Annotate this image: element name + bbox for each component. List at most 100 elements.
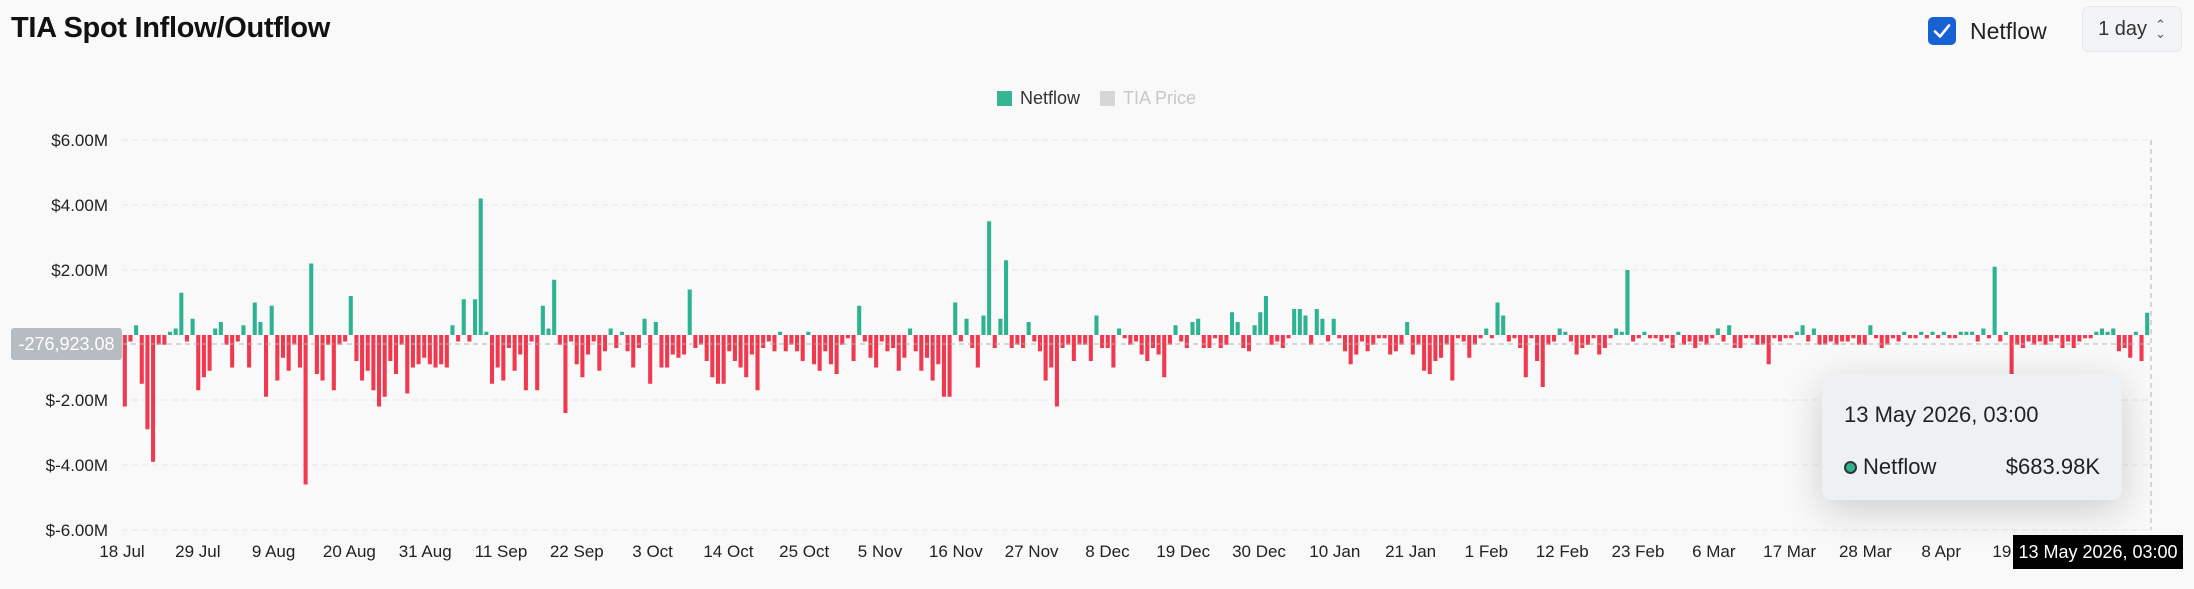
x-tick-label: 31 Aug bbox=[399, 542, 452, 561]
netflow-bar bbox=[698, 335, 704, 345]
netflow-bar bbox=[1472, 335, 1477, 345]
netflow-bar bbox=[297, 335, 302, 368]
netflow-bar bbox=[478, 198, 483, 335]
netflow-bar bbox=[1970, 331, 1975, 335]
netflow-bar bbox=[1823, 335, 1828, 345]
netflow-bar bbox=[1964, 331, 1969, 335]
netflow-bar bbox=[1806, 335, 1811, 342]
netflow-bar bbox=[269, 305, 274, 335]
netflow-bar bbox=[1817, 335, 1822, 345]
netflow-bar bbox=[1777, 335, 1783, 342]
netflow-bar bbox=[1512, 335, 1517, 339]
legend-item-netflow[interactable]: Netflow bbox=[997, 88, 1080, 109]
netflow-bar bbox=[201, 335, 206, 378]
netflow-bar bbox=[122, 335, 127, 407]
netflow-bar bbox=[659, 335, 664, 368]
netflow-bar bbox=[235, 335, 240, 342]
netflow-bar bbox=[704, 335, 709, 361]
x-tick-label: 28 Mar bbox=[1839, 542, 1892, 561]
netflow-bar bbox=[1043, 335, 1048, 381]
netflow-bar bbox=[557, 335, 562, 345]
netflow-bar bbox=[1879, 335, 1884, 348]
netflow-toggle[interactable]: Netflow bbox=[1928, 12, 2047, 50]
netflow-bar bbox=[410, 335, 415, 368]
netflow-bar bbox=[484, 331, 489, 335]
netflow-bar bbox=[162, 335, 167, 345]
netflow-bar bbox=[563, 335, 568, 413]
netflow-bar bbox=[1371, 335, 1376, 345]
netflow-bar bbox=[783, 335, 788, 352]
netflow-bar bbox=[981, 315, 986, 335]
netflow-bar bbox=[1631, 335, 1636, 342]
tooltip-series-dot bbox=[1844, 460, 1857, 474]
netflow-bar bbox=[1608, 335, 1613, 339]
netflow-checkbox[interactable] bbox=[1928, 17, 1956, 45]
netflow-bar bbox=[619, 331, 624, 335]
x-tick-label: 10 Jan bbox=[1309, 542, 1360, 561]
netflow-bar bbox=[1179, 335, 1184, 342]
netflow-bar bbox=[636, 335, 641, 348]
netflow-bar bbox=[761, 335, 766, 348]
netflow-bar bbox=[1427, 335, 1432, 374]
netflow-bar bbox=[998, 318, 1003, 335]
netflow-bar bbox=[444, 335, 449, 368]
netflow-bar bbox=[399, 335, 404, 345]
netflow-bar bbox=[1133, 335, 1139, 342]
interval-select-value: 1 day bbox=[2098, 17, 2148, 40]
netflow-bar bbox=[1320, 318, 1325, 335]
netflow-bar bbox=[1037, 335, 1042, 352]
netflow-bar bbox=[518, 335, 523, 355]
netflow-bar bbox=[1032, 335, 1037, 342]
netflow-bar bbox=[1924, 335, 1929, 339]
netflow-bar bbox=[1026, 322, 1031, 335]
legend-item-tia-price[interactable]: TIA Price bbox=[1100, 88, 1196, 109]
netflow-bar bbox=[975, 335, 980, 368]
netflow-bar bbox=[1128, 335, 1133, 345]
netflow-bar bbox=[789, 335, 794, 345]
crosshair-y-label: -276,923.08 bbox=[11, 328, 122, 360]
netflow-bar bbox=[1399, 335, 1404, 345]
netflow-bar bbox=[1794, 331, 1799, 335]
page-title: TIA Spot Inflow/Outflow bbox=[11, 12, 331, 44]
netflow-bar bbox=[891, 335, 896, 348]
netflow-bar bbox=[1936, 335, 1941, 339]
interval-select[interactable]: 1 day ⌃ ⌄ bbox=[2082, 6, 2182, 52]
chart-legend: Netflow TIA Price bbox=[997, 88, 1196, 109]
netflow-bar bbox=[1518, 335, 1523, 348]
netflow-bar bbox=[823, 335, 828, 352]
netflow-bar bbox=[388, 335, 393, 361]
netflow-bar bbox=[2105, 331, 2110, 335]
netflow-bar bbox=[422, 335, 427, 358]
netflow-bar bbox=[139, 335, 144, 384]
netflow-bar bbox=[710, 335, 715, 378]
netflow-bar bbox=[953, 302, 958, 335]
netflow-bar bbox=[354, 335, 359, 361]
tooltip-row: Netflow $683.98K bbox=[1844, 454, 2100, 480]
netflow-bar bbox=[461, 299, 466, 335]
netflow-bar bbox=[1501, 315, 1506, 335]
netflow-bar bbox=[365, 335, 370, 371]
netflow-bar bbox=[1410, 335, 1415, 355]
netflow-bar bbox=[1416, 335, 1421, 345]
netflow-bar bbox=[806, 331, 811, 335]
netflow-bar bbox=[2094, 331, 2099, 335]
x-tick-label: 1 Feb bbox=[1465, 542, 1508, 561]
netflow-bar bbox=[602, 335, 608, 352]
netflow-bar bbox=[1094, 315, 1099, 335]
netflow-bar bbox=[2099, 328, 2105, 335]
netflow-bar bbox=[501, 335, 506, 381]
netflow-bar bbox=[574, 335, 579, 365]
netflow-bar bbox=[1405, 322, 1410, 335]
netflow-bar bbox=[1241, 335, 1246, 348]
netflow-bar bbox=[1218, 335, 1223, 348]
netflow-bar bbox=[207, 335, 212, 371]
netflow-bar bbox=[1986, 335, 1992, 339]
netflow-toggle-label: Netflow bbox=[1970, 17, 2047, 44]
netflow-bar bbox=[811, 335, 817, 365]
netflow-bar bbox=[1354, 335, 1359, 355]
netflow-bar bbox=[1015, 335, 1020, 345]
netflow-bar bbox=[1693, 335, 1698, 348]
netflow-bar bbox=[1958, 331, 1963, 335]
y-tick-label: $2.00M bbox=[51, 261, 108, 280]
